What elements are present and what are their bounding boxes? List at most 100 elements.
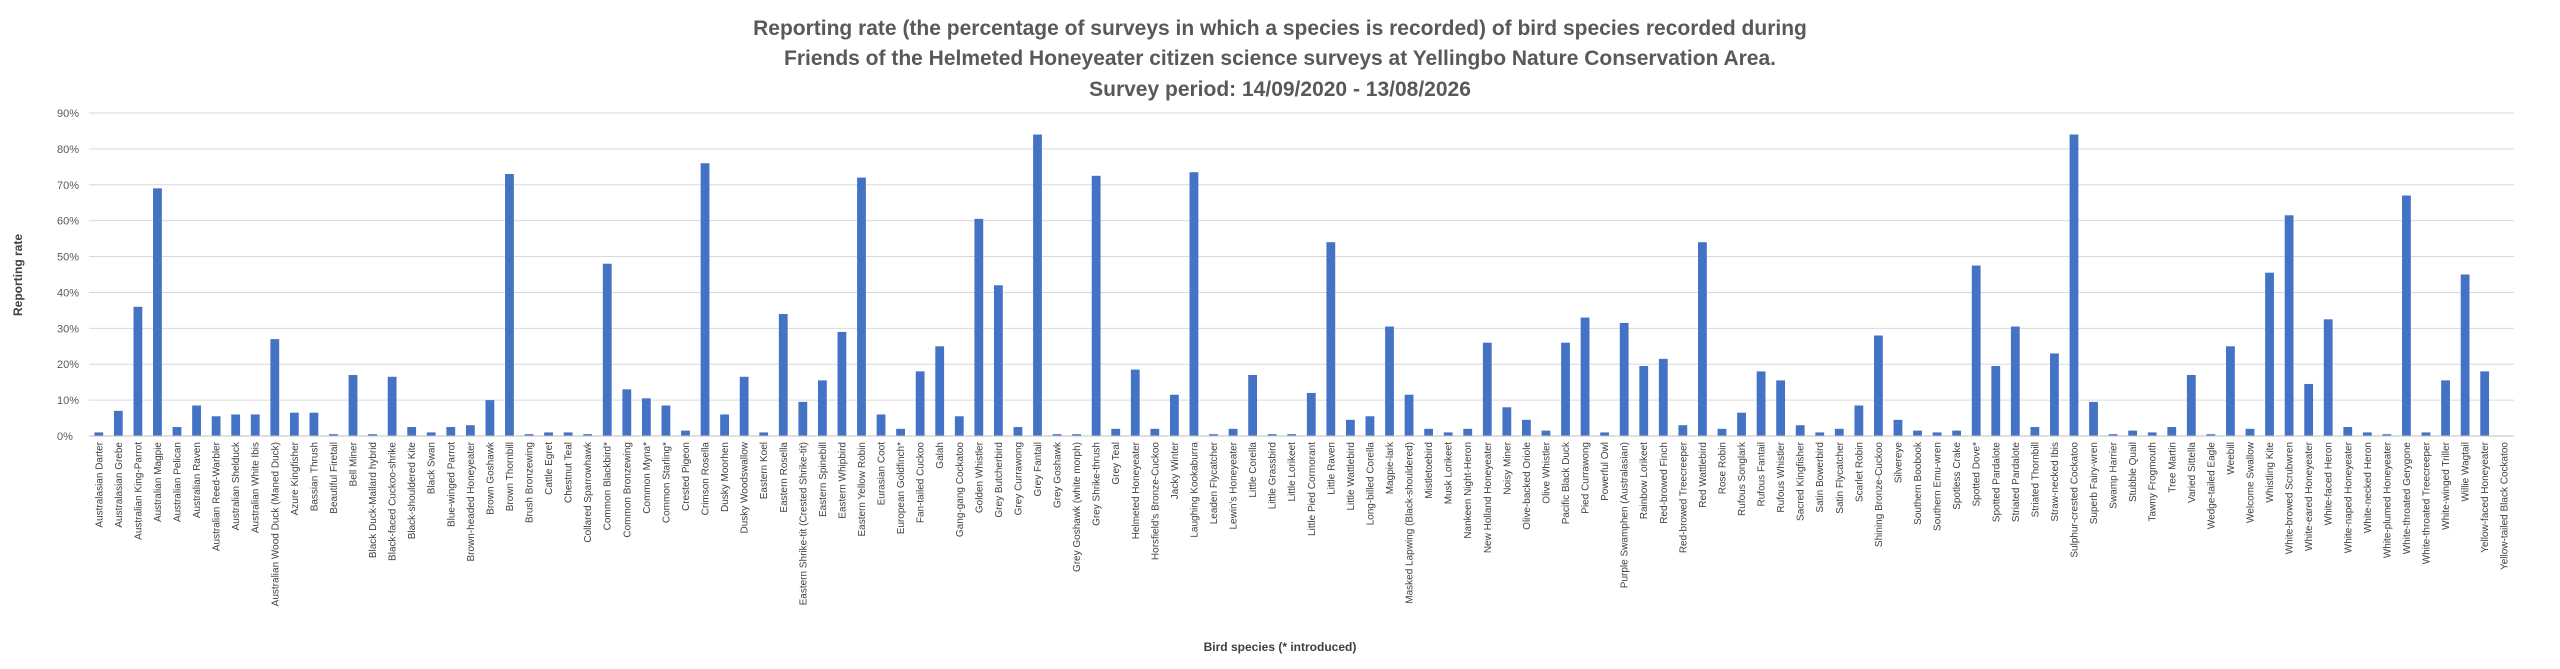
bar (1600, 432, 1610, 436)
x-tick-label: Brush Bronzewing (525, 442, 536, 523)
bar (1385, 326, 1394, 436)
x-tick-label: Masked Lapwing (Black-shouldered) (1405, 442, 1416, 604)
bar (1932, 432, 1942, 436)
x-tick-label: Grey Goshawk (white morph) (1072, 442, 1083, 572)
x-tick-label: Australian Reed-Warbler (212, 441, 223, 551)
bar (583, 434, 593, 436)
x-tick-label: Grey Butcherbird (994, 442, 1005, 518)
bar (1971, 265, 1981, 436)
bar (2323, 319, 2333, 436)
x-tick-label: White-eared Honeyeater (2304, 441, 2315, 551)
x-tick-label: Pied Currawong (1581, 442, 1592, 514)
x-tick-label: Common Myna* (642, 442, 653, 514)
x-tick-label: Helmeted Honeyeater (1131, 441, 1142, 539)
x-tick-label: Fan-tailed Cuckoo (916, 442, 927, 524)
bar (974, 218, 984, 436)
bar (407, 427, 417, 436)
bar (876, 414, 886, 436)
y-tick-labels: 0% 10% 20% 30% 40% 50% 60% 70% 80% 90% (57, 108, 79, 443)
bar (1893, 419, 1903, 436)
bar (1913, 430, 1922, 436)
y-tick-label: 40% (57, 287, 79, 299)
bar (661, 405, 671, 436)
y-tick-label: 50% (57, 252, 79, 264)
x-tick-label: Eastern Spinebill (818, 442, 829, 517)
x-tick-label: Beautiful Firetail (329, 442, 340, 514)
bar (153, 188, 162, 436)
x-tick-label: Bassian Thrush (309, 442, 320, 511)
x-tick-label: Australian Pelican (173, 442, 184, 522)
bar (2010, 326, 2020, 436)
x-tick-label: Crimson Rosella (701, 442, 712, 516)
x-tick-label: Red-browed Treecreeper (1678, 441, 1689, 553)
bar (2441, 380, 2450, 436)
x-tick-label: Grey Shrike-thrush (1092, 442, 1103, 526)
x-tick-label: Rainbow Lorikeet (1639, 442, 1650, 519)
bar (2108, 434, 2118, 436)
bar (993, 285, 1003, 436)
x-tick-label: Black-shouldered Kite (407, 442, 418, 540)
bar (700, 163, 710, 436)
bar (2460, 274, 2470, 436)
y-tick-label: 80% (57, 144, 79, 156)
bar (1209, 434, 1218, 436)
x-tick-label: Straw-necked Ibis (2050, 442, 2061, 521)
x-tick-label: Gang-gang Cockatoo (955, 442, 966, 538)
bar (2245, 428, 2255, 436)
bar (1306, 392, 1316, 436)
bar (1033, 134, 1042, 437)
x-tick-label: Eastern Rosella (779, 442, 790, 513)
x-tick-label: Australian Shelduck (231, 441, 242, 530)
bar (1482, 342, 1492, 436)
bar (954, 416, 964, 436)
bar (1521, 419, 1531, 436)
x-tick-label: Spotted Pardalote (1991, 442, 2002, 522)
x-tick-label: Little Raven (1326, 442, 1337, 495)
bar (1365, 416, 1375, 436)
bar (837, 331, 847, 436)
y-axis-title: Reporting rate (11, 234, 25, 316)
bar (1091, 175, 1101, 437)
bar (231, 414, 241, 436)
x-tick-label: Brown-headed Honeyeater (466, 441, 477, 561)
y-tick-label: 90% (57, 108, 79, 120)
bar (2069, 134, 2079, 437)
x-tick-label: White-throated Treecreeper (2421, 441, 2432, 564)
x-tick-label: Nankeen Night-Heron (1463, 442, 1474, 539)
y-tick-label: 60% (57, 216, 79, 228)
x-tick-label: Leaden Flycatcher (1209, 441, 1220, 524)
bar (1678, 425, 1688, 436)
x-tick-label: Weebill (2226, 442, 2237, 475)
bar (1834, 428, 1844, 436)
x-tick-label: Azure Kingfisher (290, 441, 301, 515)
bar (250, 414, 260, 436)
x-tick-label: Bell Miner (349, 441, 360, 486)
bar (387, 376, 397, 436)
bar (798, 401, 808, 436)
x-tick-label: Eastern Koel (759, 442, 770, 499)
y-tick-label: 0% (57, 431, 73, 443)
x-tick-label: Black Swan (427, 442, 438, 494)
x-tick-label: Dusky Moorhen (720, 442, 731, 512)
x-tick-label: Southern Emu-wren (1933, 442, 1944, 531)
bar (1443, 432, 1453, 436)
x-tick-label: Welcome Swallow (2245, 441, 2256, 523)
x-tick-label: Tawny Frogmouth (2148, 442, 2159, 521)
bar (2226, 346, 2235, 436)
bar (1698, 242, 1707, 436)
bar (1267, 434, 1277, 436)
bar (1150, 428, 1160, 436)
x-tick-label: White-necked Heron (2363, 442, 2374, 533)
bar (2089, 401, 2098, 436)
x-tick-label: Rose Robin (1717, 442, 1728, 494)
bar (1130, 369, 1140, 436)
x-tick-label: Tree Martin (2167, 442, 2178, 493)
bar (465, 425, 475, 436)
bar (2050, 353, 2059, 436)
x-tick-label: Australian Wood Duck (Maned Duck) (270, 442, 281, 606)
bar (2343, 427, 2353, 436)
bar (2186, 374, 2196, 436)
bar (2421, 432, 2431, 436)
bar (1952, 430, 1962, 436)
bar (896, 428, 905, 436)
